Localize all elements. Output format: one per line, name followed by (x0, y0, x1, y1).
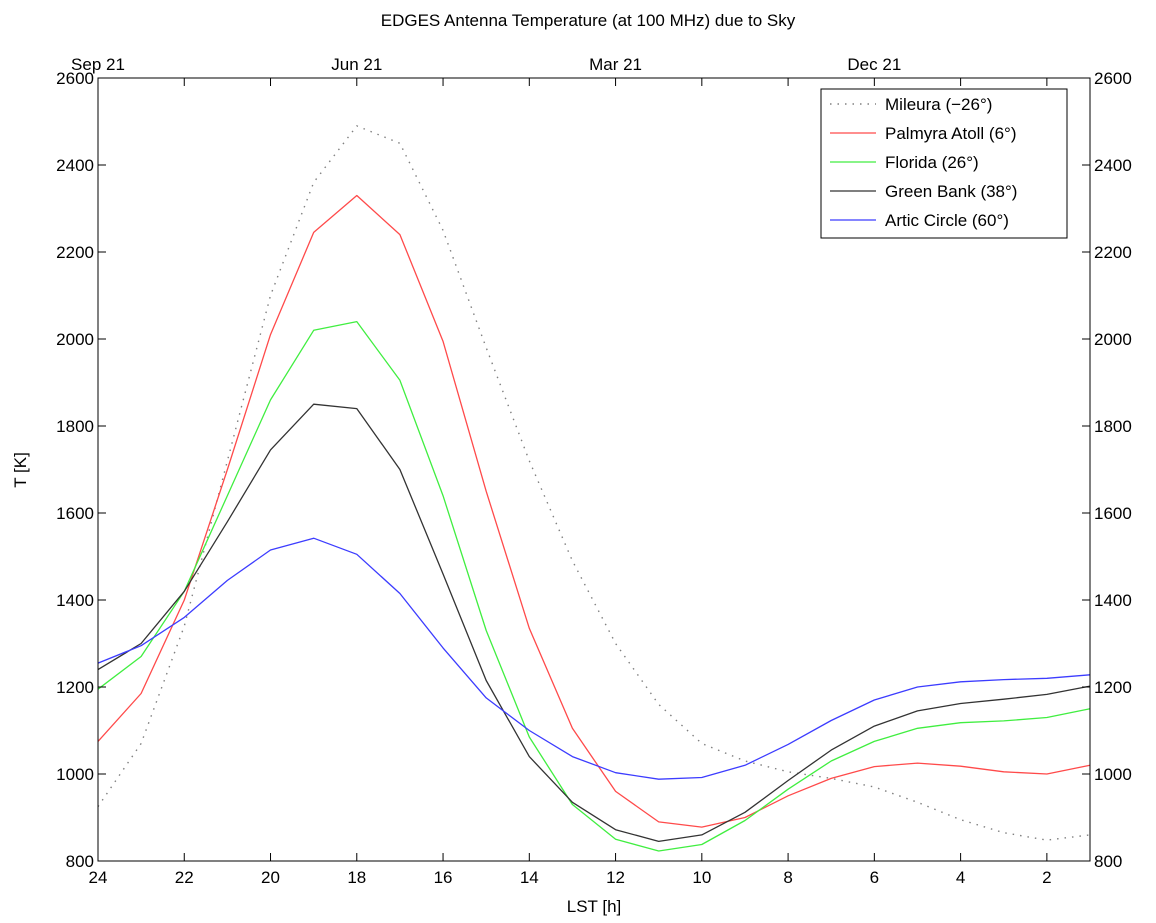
legend-label: Artic Circle (60°) (885, 211, 1009, 230)
top-axis: Sep 21 Jun 21 Mar 21 Dec 21 (71, 55, 901, 74)
y-tick-label-right: 2400 (1094, 156, 1132, 175)
legend-label: Palmyra Atoll (6°) (885, 124, 1017, 143)
x-tick-label: 2 (1042, 868, 1051, 887)
series-line-3 (97, 403, 1091, 843)
y-tick-label-right: 2200 (1094, 243, 1132, 262)
legend-label: Green Bank (38°) (885, 182, 1017, 201)
legend-label: Florida (26°) (885, 153, 979, 172)
y-axis-title: T [K] (11, 452, 30, 488)
y-tick-label-left: 800 (66, 852, 94, 871)
y-tick-label-right: 2000 (1094, 330, 1132, 349)
x-axis-title: LST [h] (567, 897, 622, 916)
series-line-1 (97, 194, 1091, 828)
top-axis-label: Mar 21 (589, 55, 642, 74)
y-tick-label-left: 2200 (56, 243, 94, 262)
y-tick-label-left: 2600 (56, 69, 94, 88)
y-axis-right: 800 1000 1200 1400 1600 1800 2000 2200 2400 2600 (1082, 69, 1132, 871)
x-axis: 24 22 20 18 16 14 12 10 8 6 4 2 (89, 78, 1052, 887)
y-tick-label-left: 1800 (56, 417, 94, 436)
x-tick-label: 8 (783, 868, 792, 887)
series-line-2 (97, 320, 1091, 852)
y-axis-left: 800 1000 1200 1400 1600 1800 2000 2200 2400 2600 (56, 69, 106, 871)
x-tick-label: 16 (434, 868, 453, 887)
series-layer (97, 125, 1091, 852)
x-tick-label: 6 (870, 868, 879, 887)
y-tick-label-left: 1000 (56, 765, 94, 784)
legend-box (820, 88, 1068, 239)
y-tick-label-left: 1600 (56, 504, 94, 523)
x-tick-label: 22 (175, 868, 194, 887)
x-tick-label: 18 (347, 868, 366, 887)
y-tick-label-right: 1400 (1094, 591, 1132, 610)
top-axis-label: Jun 21 (331, 55, 382, 74)
x-tick-label: 14 (520, 868, 539, 887)
chart-title: EDGES Antenna Temperature (at 100 MHz) d… (381, 11, 796, 30)
y-tick-label-right: 1800 (1094, 417, 1132, 436)
y-tick-label-right: 1000 (1094, 765, 1132, 784)
series-line-4 (97, 537, 1091, 780)
x-tick-label: 24 (89, 868, 108, 887)
y-tick-label-right: 1200 (1094, 678, 1132, 697)
x-tick-label: 20 (261, 868, 280, 887)
x-tick-label: 10 (692, 868, 711, 887)
legend-label: Mileura (−26°) (885, 95, 992, 114)
x-tick-label: 12 (606, 868, 625, 887)
y-tick-label-left: 2000 (56, 330, 94, 349)
y-tick-label-right: 2600 (1094, 69, 1132, 88)
x-tick-label: 4 (956, 868, 965, 887)
y-tick-label-right: 800 (1094, 852, 1122, 871)
y-tick-label-right: 1600 (1094, 504, 1132, 523)
top-axis-label: Dec 21 (847, 55, 901, 74)
y-tick-label-left: 1400 (56, 591, 94, 610)
y-tick-label-left: 2400 (56, 156, 94, 175)
plot-frame (97, 77, 1091, 862)
legend: Mileura (−26°) Palmyra Atoll (6°) Florida … (820, 88, 1068, 239)
y-tick-label-left: 1200 (56, 678, 94, 697)
top-axis-label: Sep 21 (71, 55, 125, 74)
